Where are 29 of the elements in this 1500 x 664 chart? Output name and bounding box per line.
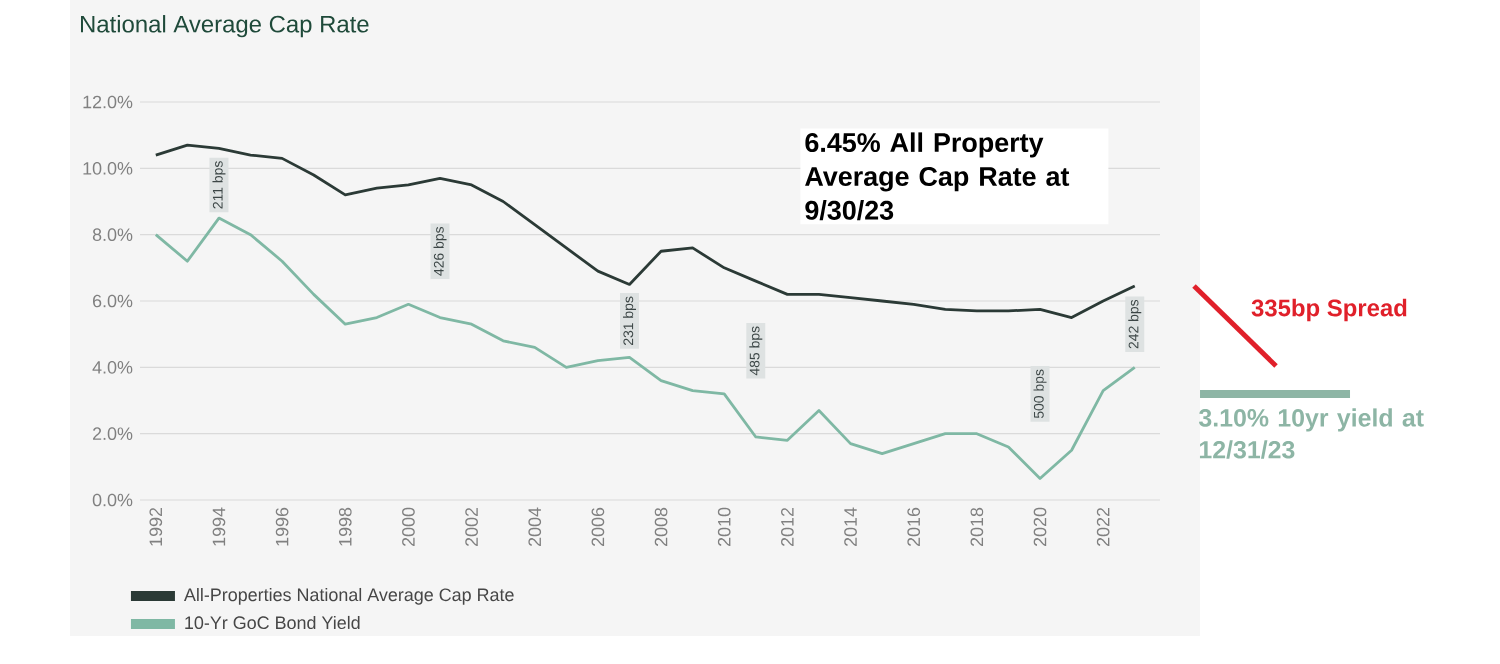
annotation: 6.45% All Property Average Cap Rate at 9/30/23 xyxy=(805,132,1070,221)
x-tick-label: 2022 xyxy=(1096,507,1110,547)
x-tick-label: 2006 xyxy=(591,507,605,547)
y-tick-label: 6.0% xyxy=(92,294,133,308)
x-tick-label: 2014 xyxy=(844,507,857,547)
x-tick-label: 2008 xyxy=(654,507,668,547)
x-tick-label: 2020 xyxy=(1033,507,1047,547)
x-tick-label: 2000 xyxy=(402,507,415,547)
x-tick-label: 2018 xyxy=(970,507,984,547)
x-tick-label: 2012 xyxy=(781,507,794,547)
y-tick-label: 12.0% xyxy=(83,95,133,109)
x-tick-label: 2004 xyxy=(528,507,542,547)
legend-label: 10-Yr GoC Bond Yield xyxy=(185,615,360,630)
x-tick-label: 2010 xyxy=(717,507,731,547)
x-tick-label: 1992 xyxy=(149,507,163,546)
chart-title: National Average Cap Rate xyxy=(81,15,369,38)
text: 3.10% 10yr yield at 12/31/23 xyxy=(1198,408,1424,459)
y-tick-label: 4.0% xyxy=(92,360,133,374)
y-tick-label: 2.0% xyxy=(92,427,133,441)
y-tick-label: 10.0% xyxy=(83,161,133,175)
text: 335bp Spread xyxy=(1251,298,1407,322)
x-tick-label: 1994 xyxy=(212,507,226,546)
x-tick-label: 1998 xyxy=(338,507,352,546)
y-tick-label: 0.0% xyxy=(92,493,133,507)
y-tick-label: 8.0% xyxy=(92,228,133,242)
x-tick-label: 1996 xyxy=(275,507,289,546)
x-tick-label: 2002 xyxy=(465,507,478,547)
x-tick-label: 2016 xyxy=(907,507,921,547)
legend-label: All-Properties National Average Cap Rate xyxy=(183,587,514,605)
